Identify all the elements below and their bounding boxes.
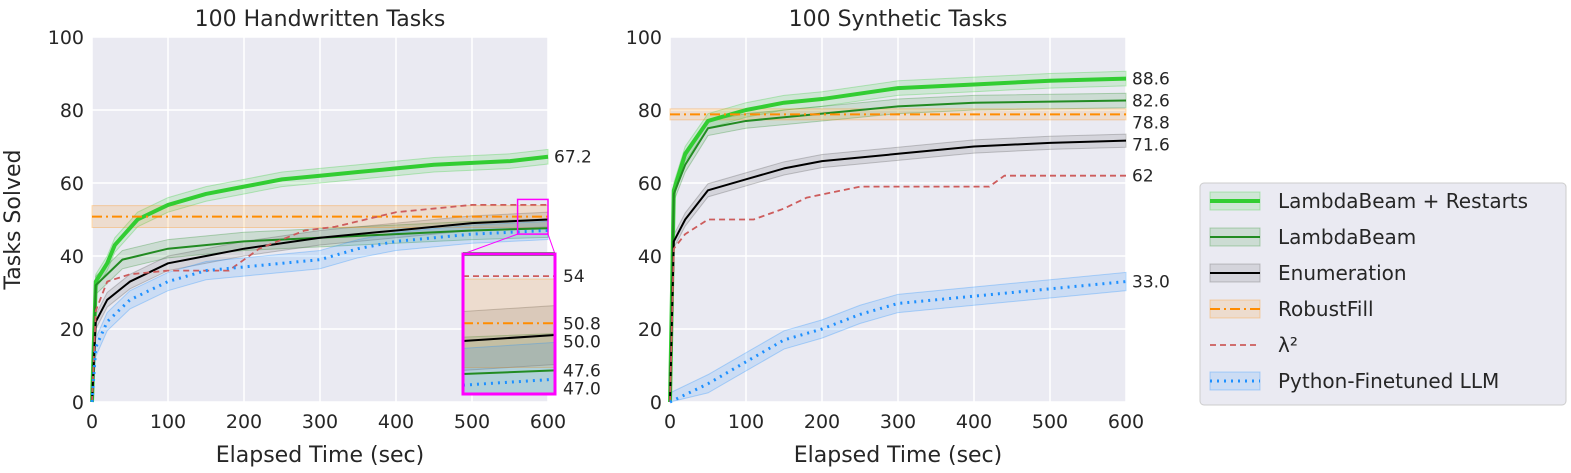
panel-1: 0 100 200 300 400 500 600 0 20 40 60 80 100 100 Handw… bbox=[1, 7, 601, 468]
band-llm bbox=[91, 220, 549, 403]
y-tick-label: 60 bbox=[60, 173, 84, 195]
band-lambdabeam bbox=[91, 218, 549, 403]
line-lambdabeam bbox=[91, 227, 549, 403]
line-lambda2 bbox=[91, 203, 548, 403]
end-value-label: 78.8 bbox=[1132, 114, 1170, 134]
y-tick-label: 40 bbox=[638, 246, 662, 268]
line-llm bbox=[90, 228, 549, 403]
line-lambda2 bbox=[669, 174, 1126, 403]
x-tick-label: 0 bbox=[664, 411, 676, 433]
x-tick-label: 500 bbox=[454, 411, 490, 433]
legend-box bbox=[1199, 182, 1567, 406]
y-axis-label: Tasks Solved bbox=[1, 150, 26, 291]
legend: LambdaBeam + Restarts LambdaBeam Enumerati… bbox=[1199, 182, 1567, 406]
inset-value-label: 50.8 bbox=[563, 314, 601, 334]
chart-title: 100 Synthetic Tasks bbox=[789, 7, 1008, 32]
inset-line-enumeration bbox=[462, 334, 556, 342]
inset-value-label: 54 bbox=[563, 267, 585, 287]
band-restarts bbox=[91, 148, 549, 403]
x-tick-label: 400 bbox=[956, 411, 992, 433]
series-group bbox=[668, 70, 1127, 404]
band-llm bbox=[669, 271, 1127, 403]
x-tick-label: 200 bbox=[226, 411, 262, 433]
y-tick-label: 0 bbox=[650, 392, 662, 414]
end-value-label: 71.6 bbox=[1132, 136, 1170, 156]
x-tick-label: 400 bbox=[378, 411, 414, 433]
x-tick-label: 600 bbox=[1108, 411, 1144, 433]
end-value-label: 67.2 bbox=[554, 148, 592, 168]
inset-band-llm bbox=[462, 341, 556, 395]
legend-label-restarts: LambdaBeam + Restarts bbox=[1278, 189, 1528, 213]
inset-value-label: 47.0 bbox=[563, 379, 601, 399]
legend-label-llm: Python-Finetuned LLM bbox=[1278, 369, 1499, 393]
x-tick-label: 500 bbox=[1032, 411, 1068, 433]
line-llm bbox=[669, 280, 1127, 404]
y-tick-label: 60 bbox=[638, 173, 662, 195]
line-lambdabeam bbox=[669, 99, 1127, 403]
end-value-label: 88.6 bbox=[1132, 70, 1170, 90]
line-restarts bbox=[668, 76, 1127, 403]
y-tick-label: 40 bbox=[60, 246, 84, 268]
inset-series-group bbox=[462, 252, 556, 395]
inset-value-label: 47.6 bbox=[563, 361, 601, 381]
band-enumeration bbox=[669, 133, 1127, 403]
y-tick-label: 20 bbox=[60, 319, 84, 341]
line-restarts bbox=[90, 154, 549, 403]
inset: 54 50.850.0 47.647.0 bbox=[461, 252, 601, 399]
legend-label-lambdabeam: LambdaBeam bbox=[1278, 225, 1416, 249]
x-axis-label: Elapsed Time (sec) bbox=[794, 443, 1003, 468]
series-group bbox=[90, 148, 549, 403]
x-axis-label: Elapsed Time (sec) bbox=[216, 443, 425, 468]
x-tick-label: 100 bbox=[150, 411, 186, 433]
line-enumeration bbox=[669, 139, 1127, 403]
inset-line-lambdabeam bbox=[462, 369, 556, 375]
x-tick-label: 100 bbox=[728, 411, 764, 433]
inset-zoom-region bbox=[516, 198, 549, 235]
legend-label-enumeration: Enumeration bbox=[1278, 261, 1407, 285]
x-tick-label: 200 bbox=[804, 411, 840, 433]
y-tick-label: 100 bbox=[626, 27, 662, 49]
x-tick-label: 300 bbox=[880, 411, 916, 433]
x-tick-label: 0 bbox=[86, 411, 98, 433]
inset-connector bbox=[547, 233, 556, 255]
inset-line-llm bbox=[462, 377, 556, 387]
x-tick-label: 600 bbox=[530, 411, 566, 433]
legend-label-lambda2: λ² bbox=[1278, 333, 1298, 357]
x-tick-label: 300 bbox=[302, 411, 338, 433]
y-tick-label: 80 bbox=[638, 100, 662, 122]
y-tick-label: 80 bbox=[60, 100, 84, 122]
chart-title: 100 Handwritten Tasks bbox=[195, 7, 446, 32]
inset-connector bbox=[462, 233, 518, 255]
end-value-label: 82.6 bbox=[1132, 92, 1170, 112]
end-value-label: 62 bbox=[1132, 167, 1154, 187]
inset-value-label: 50.0 bbox=[563, 332, 601, 352]
legend-label-robustfill: RobustFill bbox=[1278, 297, 1374, 321]
y-tick-label: 100 bbox=[48, 27, 84, 49]
inset-border bbox=[461, 252, 557, 396]
line-enumeration bbox=[91, 218, 549, 403]
y-tick-label: 20 bbox=[638, 319, 662, 341]
y-tick-label: 0 bbox=[72, 392, 84, 414]
end-value-label: 33.0 bbox=[1132, 273, 1170, 293]
panel-2: 0 100 200 300 400 500 600 0 20 40 60 80 100 100 Synth… bbox=[626, 7, 1170, 468]
